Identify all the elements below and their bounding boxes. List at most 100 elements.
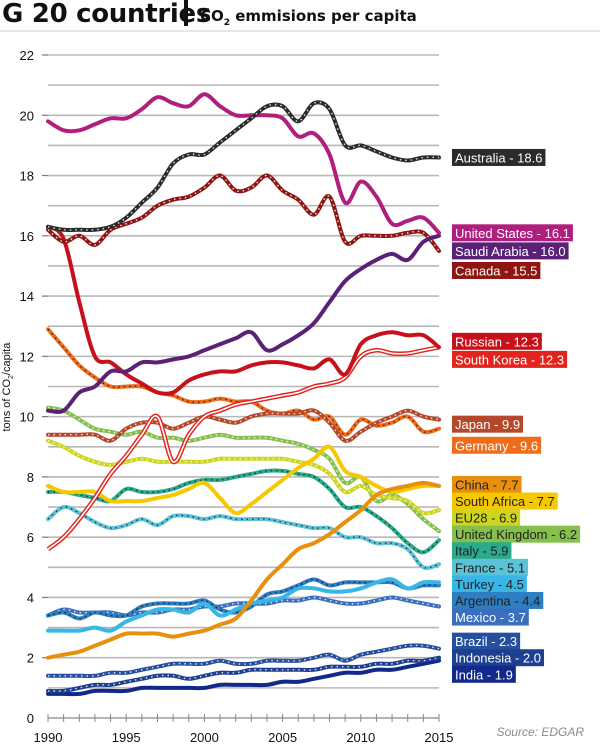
subtitle-suffix: emmisions per capita	[230, 7, 417, 25]
label-china: China - 7.7	[452, 475, 522, 493]
series-line-dots	[47, 406, 440, 532]
series-line	[46, 233, 441, 414]
series-label-text: Russian - 12.3	[455, 334, 539, 349]
y-axis-ticks: 0 2 4 6 8 10 12 14 16 18 20 22	[20, 48, 48, 726]
label-south-korea: South Korea - 12.3	[452, 350, 568, 368]
y-tick-label: 18	[20, 169, 34, 184]
series-label-bg	[452, 148, 546, 166]
label-japan: Japan - 9.9	[452, 415, 524, 433]
series-label-bg	[452, 525, 581, 543]
series-label-bg	[452, 591, 544, 609]
y-tick-label: 12	[20, 349, 34, 364]
label-brazil: Brazil - 2.3	[452, 632, 521, 650]
label-saudi-arabia: Saudi Arabia - 16.0	[452, 242, 569, 260]
series-line	[46, 173, 441, 253]
series-india	[46, 658, 441, 697]
label-italy: Italy - 5.9	[452, 542, 512, 560]
label-germany: Germany - 9.6	[452, 436, 542, 454]
ylabel-sub: 2	[8, 375, 16, 379]
y-tick-label: 10	[20, 410, 34, 425]
series-label-text: EU28 - 6.9	[455, 511, 517, 526]
series-lines	[46, 92, 441, 697]
series-label-bg	[452, 350, 568, 368]
series-line	[46, 92, 441, 235]
series-canada	[46, 173, 441, 253]
series-label-text: China - 7.7	[455, 477, 519, 492]
chart-title: G 20 countries	[2, 0, 211, 29]
series-line	[46, 658, 441, 697]
series-label-text: Argentina - 4.4	[455, 593, 540, 608]
label-canada: Canada - 15.5	[452, 261, 541, 279]
series-label-text: Germany - 9.6	[455, 438, 538, 453]
x-tick-label: 2015	[425, 730, 454, 745]
series-label-bg	[452, 542, 512, 560]
series-line	[46, 444, 441, 516]
series-label-bg	[452, 261, 541, 279]
x-axis: 1990 1995 2000 2005 2010 2015	[34, 714, 454, 745]
label-turkey: Turkey - 4.5	[452, 575, 527, 593]
label-australia: Australia - 18.6	[452, 148, 546, 166]
series-label-text: Saudi Arabia - 16.0	[455, 244, 566, 259]
ylabel-suffix: /capita	[0, 342, 13, 376]
series-label-text: India - 1.9	[455, 667, 513, 682]
series-label-text: South Africa - 7.7	[455, 494, 555, 509]
label-mexico: Mexico - 3.7	[452, 608, 529, 626]
series-label-text: Mexico - 3.7	[455, 610, 526, 625]
x-tick-label: 1990	[34, 730, 63, 745]
series-label-bg	[452, 332, 542, 350]
series-france	[46, 504, 441, 570]
y-tick-label: 8	[27, 470, 34, 485]
series-label-text: United Kingdom - 6.2	[455, 527, 577, 542]
series-label-text: United States - 16.1	[455, 226, 570, 241]
series-united-states	[46, 92, 441, 235]
series-label-bg	[452, 649, 545, 667]
title-separator	[184, 0, 188, 26]
x-tick-label: 2000	[190, 730, 219, 745]
ylabel-prefix: tons of CO	[0, 378, 13, 432]
series-australia	[46, 100, 441, 233]
source-note: Source: EDGAR	[496, 725, 584, 739]
series-line-dots	[48, 409, 440, 442]
series-line	[46, 224, 441, 396]
y-tick-label: 4	[27, 590, 34, 605]
series-turkey	[46, 577, 441, 633]
series-mexico	[46, 595, 441, 618]
series-label-bg	[452, 509, 521, 527]
label-eu28: EU28 - 6.9	[452, 509, 521, 527]
series-label-bg	[452, 436, 542, 454]
series-label-bg	[452, 242, 569, 260]
series-label-bg	[452, 224, 573, 242]
series-indonesia	[46, 655, 441, 694]
series-united-kingdom	[46, 405, 441, 534]
chart-subtitle: CO2 emmisions per capita	[200, 7, 417, 28]
x-tick-label: 1995	[112, 730, 141, 745]
y-axis-label: tons of CO2/capita	[1, 327, 15, 447]
series-line-dots	[47, 657, 440, 692]
series-line-dots	[47, 596, 440, 617]
series-label-text: Brazil - 2.3	[455, 634, 517, 649]
label-united-kingdom: United Kingdom - 6.2	[452, 525, 581, 543]
series-label-bg	[452, 558, 529, 576]
series-south-korea	[46, 345, 440, 552]
y-tick-label: 14	[20, 289, 34, 304]
series-china	[46, 480, 441, 660]
label-united-states: United States - 16.1	[452, 224, 573, 242]
label-russian: Russian - 12.3	[452, 332, 542, 350]
y-tick-label: 16	[20, 229, 34, 244]
gridlines	[48, 54, 439, 689]
series-south-africa	[46, 444, 441, 516]
series-label-text: Italy - 5.9	[455, 544, 508, 559]
y-tick-label: 0	[27, 711, 34, 726]
series-label-bg	[452, 415, 524, 433]
series-label-text: South Korea - 12.3	[455, 352, 564, 367]
series-japan	[46, 408, 441, 443]
series-label-bg	[452, 575, 527, 593]
subtitle-sub: 2	[223, 18, 231, 28]
series-line-inner	[47, 346, 440, 550]
series-label-bg	[452, 475, 522, 493]
series-line	[46, 577, 441, 633]
subtitle-prefix: CO	[200, 7, 224, 25]
series-line	[46, 643, 441, 679]
series-russian	[46, 224, 441, 396]
